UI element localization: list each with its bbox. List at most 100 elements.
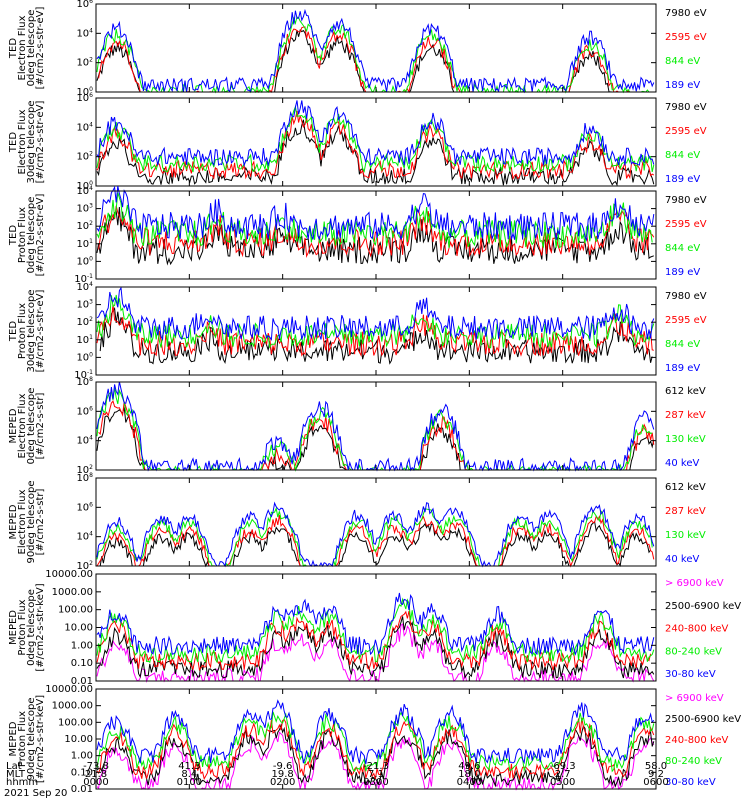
legend-entry: 2500-6900 keV <box>665 714 741 725</box>
y-tick-label: 10.00 <box>64 734 93 745</box>
panels-group: 100 102 104 106 TEDElectron Flux0deg telesco… <box>8 0 741 795</box>
footer-lat-label: 49.6 <box>458 761 480 772</box>
y-tick-label: 104 <box>76 531 93 543</box>
y-tick-label: 100.00 <box>58 605 93 616</box>
panel-5-data <box>96 381 655 472</box>
y-tick-label: 103 <box>76 203 93 215</box>
legend-entry: 2595 eV <box>665 315 707 326</box>
footer-mlt-label: 18.0 <box>458 769 480 780</box>
footer-lat-label: 41.3 <box>178 761 200 772</box>
footer-hhmm-label: 0300 <box>363 777 388 788</box>
footer-mlt-label: 21.8 <box>85 769 107 780</box>
date-label: 2021 Sep 20 <box>4 788 67 799</box>
y-tick-label: 102 <box>76 316 93 328</box>
y-tick-label: 1.00 <box>71 640 93 651</box>
y-tick-label: 10000.00 <box>45 569 93 580</box>
legend-entry: 130 keV <box>665 434 706 445</box>
y-tick-label: 10000.00 <box>45 684 93 695</box>
y-tick-label: 100 <box>76 255 93 267</box>
y-axis-label: MEPEDProton Flux0deg telescope[#/cm2-s-s… <box>8 583 46 671</box>
series-black-line <box>96 119 655 187</box>
legend-entry: 2500-6900 keV <box>665 601 741 612</box>
legend-entry: 2595 eV <box>665 219 707 230</box>
series-green-line <box>96 597 655 664</box>
series-red-line <box>96 110 655 181</box>
footer-mlt-label: 19.8 <box>272 769 294 780</box>
series-green-line <box>96 387 653 472</box>
legend-entry: 189 eV <box>665 267 700 278</box>
footer-hhmm-label: 0500 <box>550 777 575 788</box>
y-tick-label: 0.10 <box>71 658 93 669</box>
footer-lat-label: -9.6 <box>273 761 293 772</box>
y-tick-label: 0.01 <box>71 676 93 687</box>
panel-4-data <box>96 286 655 365</box>
y-tick-label: 106 <box>76 92 93 104</box>
panel-5-frame <box>95 381 657 471</box>
legend-entry: 844 eV <box>665 150 700 161</box>
footer-hhmm-label: 0600 <box>643 777 668 788</box>
legend-entry: 189 eV <box>665 363 700 374</box>
footer-hhmm-label: 0100 <box>177 777 202 788</box>
y-axis-label: MEPEDProton Flux90deg telescope[#/cm2-s-… <box>8 695 46 783</box>
legend-entry: 2595 eV <box>665 32 707 43</box>
series-green-line <box>96 104 655 173</box>
footer-hhmm-label: 0200 <box>270 777 295 788</box>
legend-entry: > 6900 keV <box>665 693 724 704</box>
y-tick-label: 100 <box>76 180 93 192</box>
panel-5: 102 104 106 108 MEPEDElectron Flux0deg teles… <box>8 376 706 476</box>
series-green-line <box>96 192 653 249</box>
legend-entry: 80-240 keV <box>665 756 722 767</box>
y-tick-label: 102 <box>76 220 93 232</box>
y-tick-label: 100.00 <box>58 717 93 728</box>
panel-6-data <box>96 501 655 568</box>
y-tick-label: 10.00 <box>64 623 93 634</box>
y-tick-label: 100 <box>76 351 93 363</box>
series-red-line <box>96 304 654 357</box>
series-blue-line <box>96 185 655 242</box>
panel-2-data <box>96 100 655 187</box>
y-axis-label: TEDElectron Flux0deg telescope[#/cm2-s-s… <box>8 7 46 90</box>
panel-1: 100 102 104 106 TEDElectron Flux0deg telesco… <box>8 0 707 98</box>
panel-7: 0.01 0.10 1.00 10.00 100.00 1000.00 10000.00 ME… <box>8 569 741 687</box>
y-tick-label: 104 <box>76 121 93 133</box>
y-tick-label: 104 <box>76 185 93 197</box>
legend-entry: 240-800 keV <box>665 624 729 635</box>
y-tick-label: 1000.00 <box>52 701 93 712</box>
y-tick-label: 106 <box>76 405 93 417</box>
footer-mlt-label: 8.4 <box>181 769 197 780</box>
series-black-line <box>96 206 654 266</box>
y-axis-label: MEPEDElectron Flux90deg telescope[#/cm2-… <box>8 480 46 563</box>
footer-row-label: MLT <box>6 769 26 780</box>
legend-entry: 189 eV <box>665 174 700 185</box>
y-tick-label: 0.01 <box>71 784 93 795</box>
legend-entry: 30-80 keV <box>665 777 716 788</box>
legend-entry: 189 eV <box>665 80 700 91</box>
legend-entry: 80-240 keV <box>665 646 722 657</box>
panel-3-data <box>96 185 655 266</box>
legend-entry: 844 eV <box>665 56 700 67</box>
series-blue-line <box>96 699 655 765</box>
legend-entry: 287 keV <box>665 410 706 421</box>
y-tick-label: 102 <box>76 560 93 572</box>
series-magenta-line <box>96 623 655 683</box>
footer-mlt-label: 2.7 <box>555 769 571 780</box>
y-tick-label: 103 <box>76 299 93 311</box>
y-tick-label: 102 <box>76 464 93 476</box>
panel-7-data <box>96 592 655 683</box>
footer-row-label: Lat <box>6 761 22 772</box>
legend-entry: > 6900 keV <box>665 578 724 589</box>
legend-entry: 7980 eV <box>665 102 707 113</box>
footer-hhmm-label: 0400 <box>457 777 482 788</box>
y-tick-label: 108 <box>76 472 93 484</box>
y-tick-label: 104 <box>76 281 93 293</box>
y-axis-label: MEPEDElectron Flux0deg telescope[#/cm2-s… <box>8 388 46 465</box>
legend-entry: 612 keV <box>665 482 706 493</box>
footer-lat-label: -21.3 <box>363 761 389 772</box>
y-axis-label: TEDProton Flux30deg telescope[#/cm2-s-st… <box>8 289 46 372</box>
series-blue-line <box>96 381 655 472</box>
legend-entry: 40 keV <box>665 554 699 565</box>
